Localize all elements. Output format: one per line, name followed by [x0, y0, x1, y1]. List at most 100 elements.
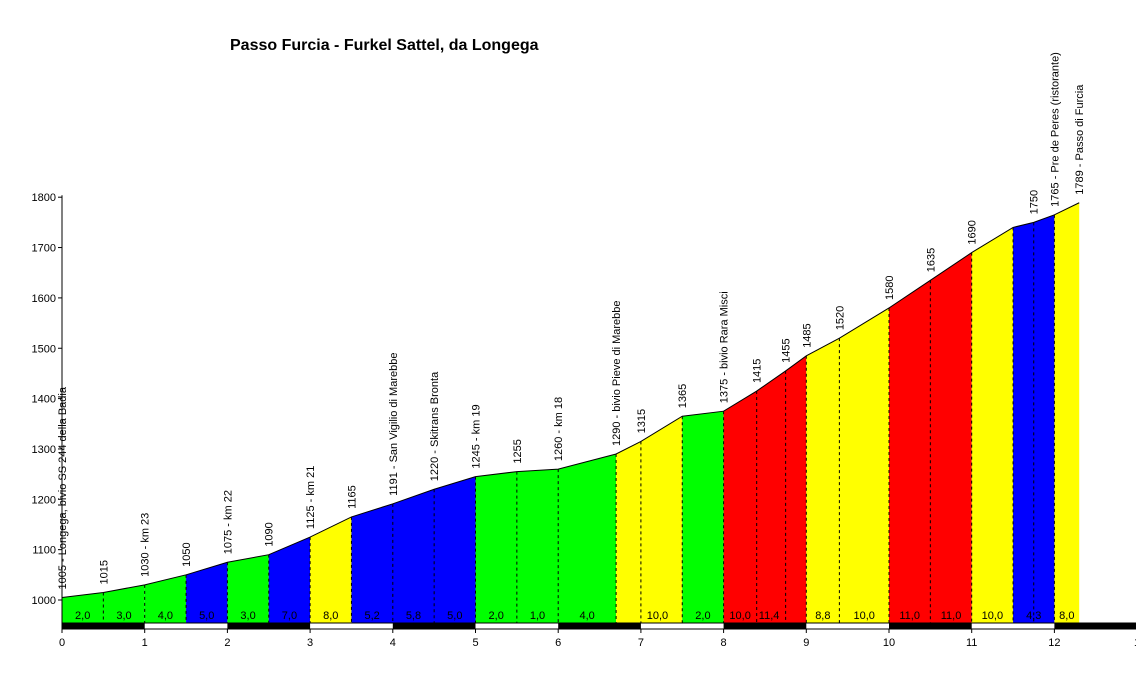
- profile-segment-7: [475, 453, 617, 623]
- point-label: 1245 - km 19: [471, 404, 483, 468]
- point-label: 1455: [781, 338, 793, 362]
- y-tick-label: 1800: [32, 192, 56, 204]
- x-axis: 01234567891011121: [59, 622, 1136, 649]
- gradient-label: 5,0: [199, 610, 214, 622]
- point-labels: 1005 - Longega, bivio SS 244 della Badia…: [57, 52, 1086, 589]
- profile-segment-8: [616, 416, 683, 623]
- profile-segment-1: [144, 574, 187, 623]
- gradient-label: 5,2: [364, 610, 379, 622]
- gradient-label: 2,0: [489, 610, 504, 622]
- x-axis-bar-segment: [62, 623, 145, 629]
- point-label: 1520: [834, 306, 846, 330]
- point-label: 1315: [636, 409, 648, 433]
- profile-segment-11: [806, 307, 889, 623]
- y-tick-label: 1100: [32, 545, 56, 557]
- point-label: 1765 - Pre de Peres (ristorante): [1049, 52, 1061, 207]
- profile-line: [61, 202, 1080, 598]
- profile-segment-0: [62, 584, 145, 623]
- gradient-label: 10,0: [729, 610, 750, 622]
- gradient-label: 3,0: [116, 610, 131, 622]
- profile-segment-2: [186, 562, 228, 623]
- x-tick-label: 0: [59, 637, 65, 649]
- y-tick-label: 1200: [32, 494, 56, 506]
- gradient-label: 11,0: [941, 610, 962, 622]
- point-label: 1191 - San Vigilio di Marebbe: [388, 353, 400, 496]
- gradient-label: 2,0: [695, 610, 710, 622]
- x-tick-label: 5: [472, 637, 478, 649]
- y-axis: 1000 1100 1200 1300 1400 1500 1600 1700 1800: [32, 192, 63, 623]
- gradient-label: 5,0: [447, 610, 462, 622]
- point-label: 1255: [512, 439, 524, 463]
- profile-segment-5: [310, 516, 352, 623]
- x-axis-bar-segment: [558, 623, 641, 629]
- gradient-label: 2,0: [75, 610, 90, 622]
- km-dividers: [102, 214, 1055, 623]
- x-tick-label: 1: [142, 637, 148, 649]
- gradient-label: 10,0: [853, 610, 874, 622]
- gradient-label: 8,0: [323, 610, 338, 622]
- gradient-label: 10,0: [982, 610, 1003, 622]
- x-tick-label: 12: [1048, 637, 1060, 649]
- x-tick-label: 1: [1134, 637, 1136, 649]
- gradient-label: 10,0: [647, 610, 668, 622]
- point-label: 1635: [925, 248, 937, 272]
- x-tick-label: 11: [966, 637, 977, 649]
- gradient-label: 8,8: [815, 610, 830, 622]
- gradient-label: 11,4: [759, 610, 780, 622]
- gradient-label: 7,0: [282, 610, 297, 622]
- point-label: 1690: [967, 220, 979, 244]
- profile-segment-10: [723, 355, 807, 623]
- gradient-label: 11,0: [899, 610, 920, 622]
- x-tick-label: 7: [638, 637, 644, 649]
- gradient-label: 4,0: [579, 610, 594, 622]
- profile-segment-15: [1054, 202, 1080, 623]
- point-label: 1050: [181, 542, 193, 566]
- gradient-label: 5,8: [406, 610, 421, 622]
- point-label: 1750: [1029, 190, 1041, 214]
- point-label: 1165: [346, 485, 358, 509]
- point-label: 1415: [752, 359, 764, 383]
- x-tick-label: 6: [555, 637, 561, 649]
- x-tick-label: 4: [390, 637, 396, 649]
- gradient-labels: 2,0 3,0 4,0 5,0 3,0 7,0 8,0 5,2 5,8 5,0 2,0 1,0 4,0 1…: [75, 610, 1074, 622]
- profile-areas: [62, 202, 1080, 623]
- point-label: 1375 - bivio Rara Misci: [719, 291, 731, 403]
- x-axis-bar-segment: [227, 623, 311, 629]
- point-label: 1290 - bivio Pieve di Marebbe: [611, 300, 623, 446]
- point-label: 1075 - km 22: [222, 490, 234, 554]
- profile-segment-13: [971, 227, 1014, 623]
- point-label: 1220 - Skitrans Bronta: [429, 371, 441, 481]
- profile-segment-3: [227, 554, 269, 623]
- x-axis-bar-segment: [1054, 623, 1136, 629]
- profile-segment-4: [268, 537, 311, 623]
- x-tick-label: 9: [803, 637, 809, 649]
- gradient-label: 4,0: [158, 610, 173, 622]
- x-tick-label: 3: [307, 637, 313, 649]
- profile-segment-9: [682, 411, 724, 623]
- profile-segment-14: [1013, 214, 1055, 623]
- point-label: 1485: [801, 323, 813, 347]
- x-axis-bar-segment: [723, 623, 807, 629]
- point-label: 1260 - km 18: [553, 397, 565, 461]
- chart-title: Passo Furcia - Furkel Sattel, da Longega: [230, 37, 539, 54]
- x-tick-label: 10: [883, 637, 895, 649]
- y-tick-label: 1300: [32, 444, 56, 456]
- point-label: 1580: [884, 275, 896, 299]
- profile-segment-6: [351, 476, 476, 623]
- point-label: 1365: [677, 384, 689, 408]
- x-axis-bar-segment: [889, 623, 972, 629]
- gradient-label: 1,0: [530, 610, 545, 622]
- y-tick-label: 1000: [32, 595, 56, 607]
- gradient-label: 8,0: [1059, 610, 1074, 622]
- x-axis-bar-segment: [392, 623, 476, 629]
- point-label: 1030 - km 23: [140, 513, 152, 577]
- y-tick-label: 1500: [32, 343, 56, 355]
- point-label: 1015: [98, 560, 110, 584]
- point-label: 1090: [264, 522, 276, 546]
- gradient-label: 4,3: [1026, 610, 1041, 622]
- y-tick-label: 1600: [32, 293, 56, 305]
- x-tick-label: 2: [224, 637, 230, 649]
- y-tick-label: 1400: [32, 394, 56, 406]
- y-tick-label: 1700: [32, 243, 56, 255]
